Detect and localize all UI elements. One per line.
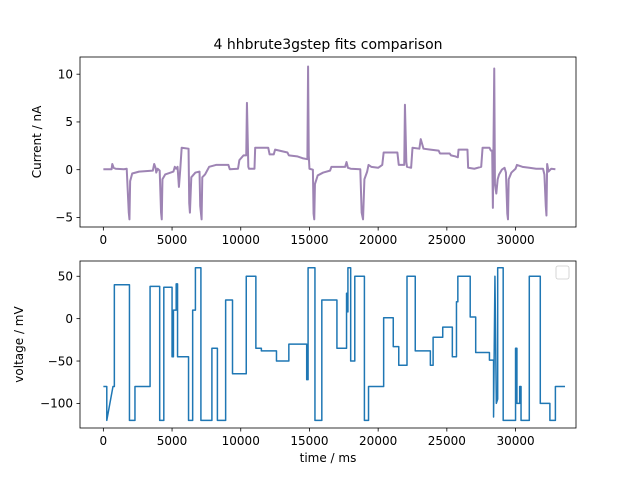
y-tick-label: −5: [55, 211, 73, 225]
chart-title: 4 hhbrute3gstep fits comparison: [213, 37, 442, 53]
axes-frame: [79, 260, 577, 429]
y-tick-label: −50: [48, 354, 73, 368]
x-tick-label: 5000: [157, 434, 188, 448]
x-tick-label: 10000: [222, 233, 260, 247]
y-axis-label: voltage / mV: [12, 306, 26, 383]
y-tick-label: 0: [65, 312, 73, 326]
current-subplot: 0 5000 10000 15000 20000 25000 30000 −5 0 5 10 4 hh…: [30, 37, 577, 247]
x-tick-label: 25000: [428, 233, 466, 247]
series-line-0: [103, 267, 566, 422]
y-tick-label: −100: [40, 397, 73, 411]
x-tick-label: 30000: [496, 434, 534, 448]
x-tick-label: 15000: [290, 434, 328, 448]
x-tick-label: 20000: [359, 434, 397, 448]
x-tick-label: 15000: [290, 233, 328, 247]
x-tick-label: 0: [100, 434, 108, 448]
y-tick-label: 0: [65, 163, 73, 177]
y-tick-label: 10: [58, 67, 73, 81]
x-tick-label: 5000: [157, 233, 188, 247]
y-tick-label: 50: [58, 270, 73, 284]
legend-box: [555, 265, 570, 280]
x-axis-label: time / ms: [300, 451, 357, 465]
x-tick-label: 10000: [222, 434, 260, 448]
y-tick-label: 5: [65, 115, 73, 129]
x-tick-label: 0: [100, 233, 108, 247]
y-axis-label: Current / nA: [30, 105, 44, 178]
voltage-subplot: 0 5000 10000 15000 20000 25000 30000 −100 −50 0 50…: [12, 260, 577, 465]
series-line-0: [103, 65, 556, 221]
x-tick-label: 30000: [496, 233, 534, 247]
axes-frame: [79, 56, 577, 228]
x-tick-label: 25000: [428, 434, 466, 448]
x-tick-label: 20000: [359, 233, 397, 247]
